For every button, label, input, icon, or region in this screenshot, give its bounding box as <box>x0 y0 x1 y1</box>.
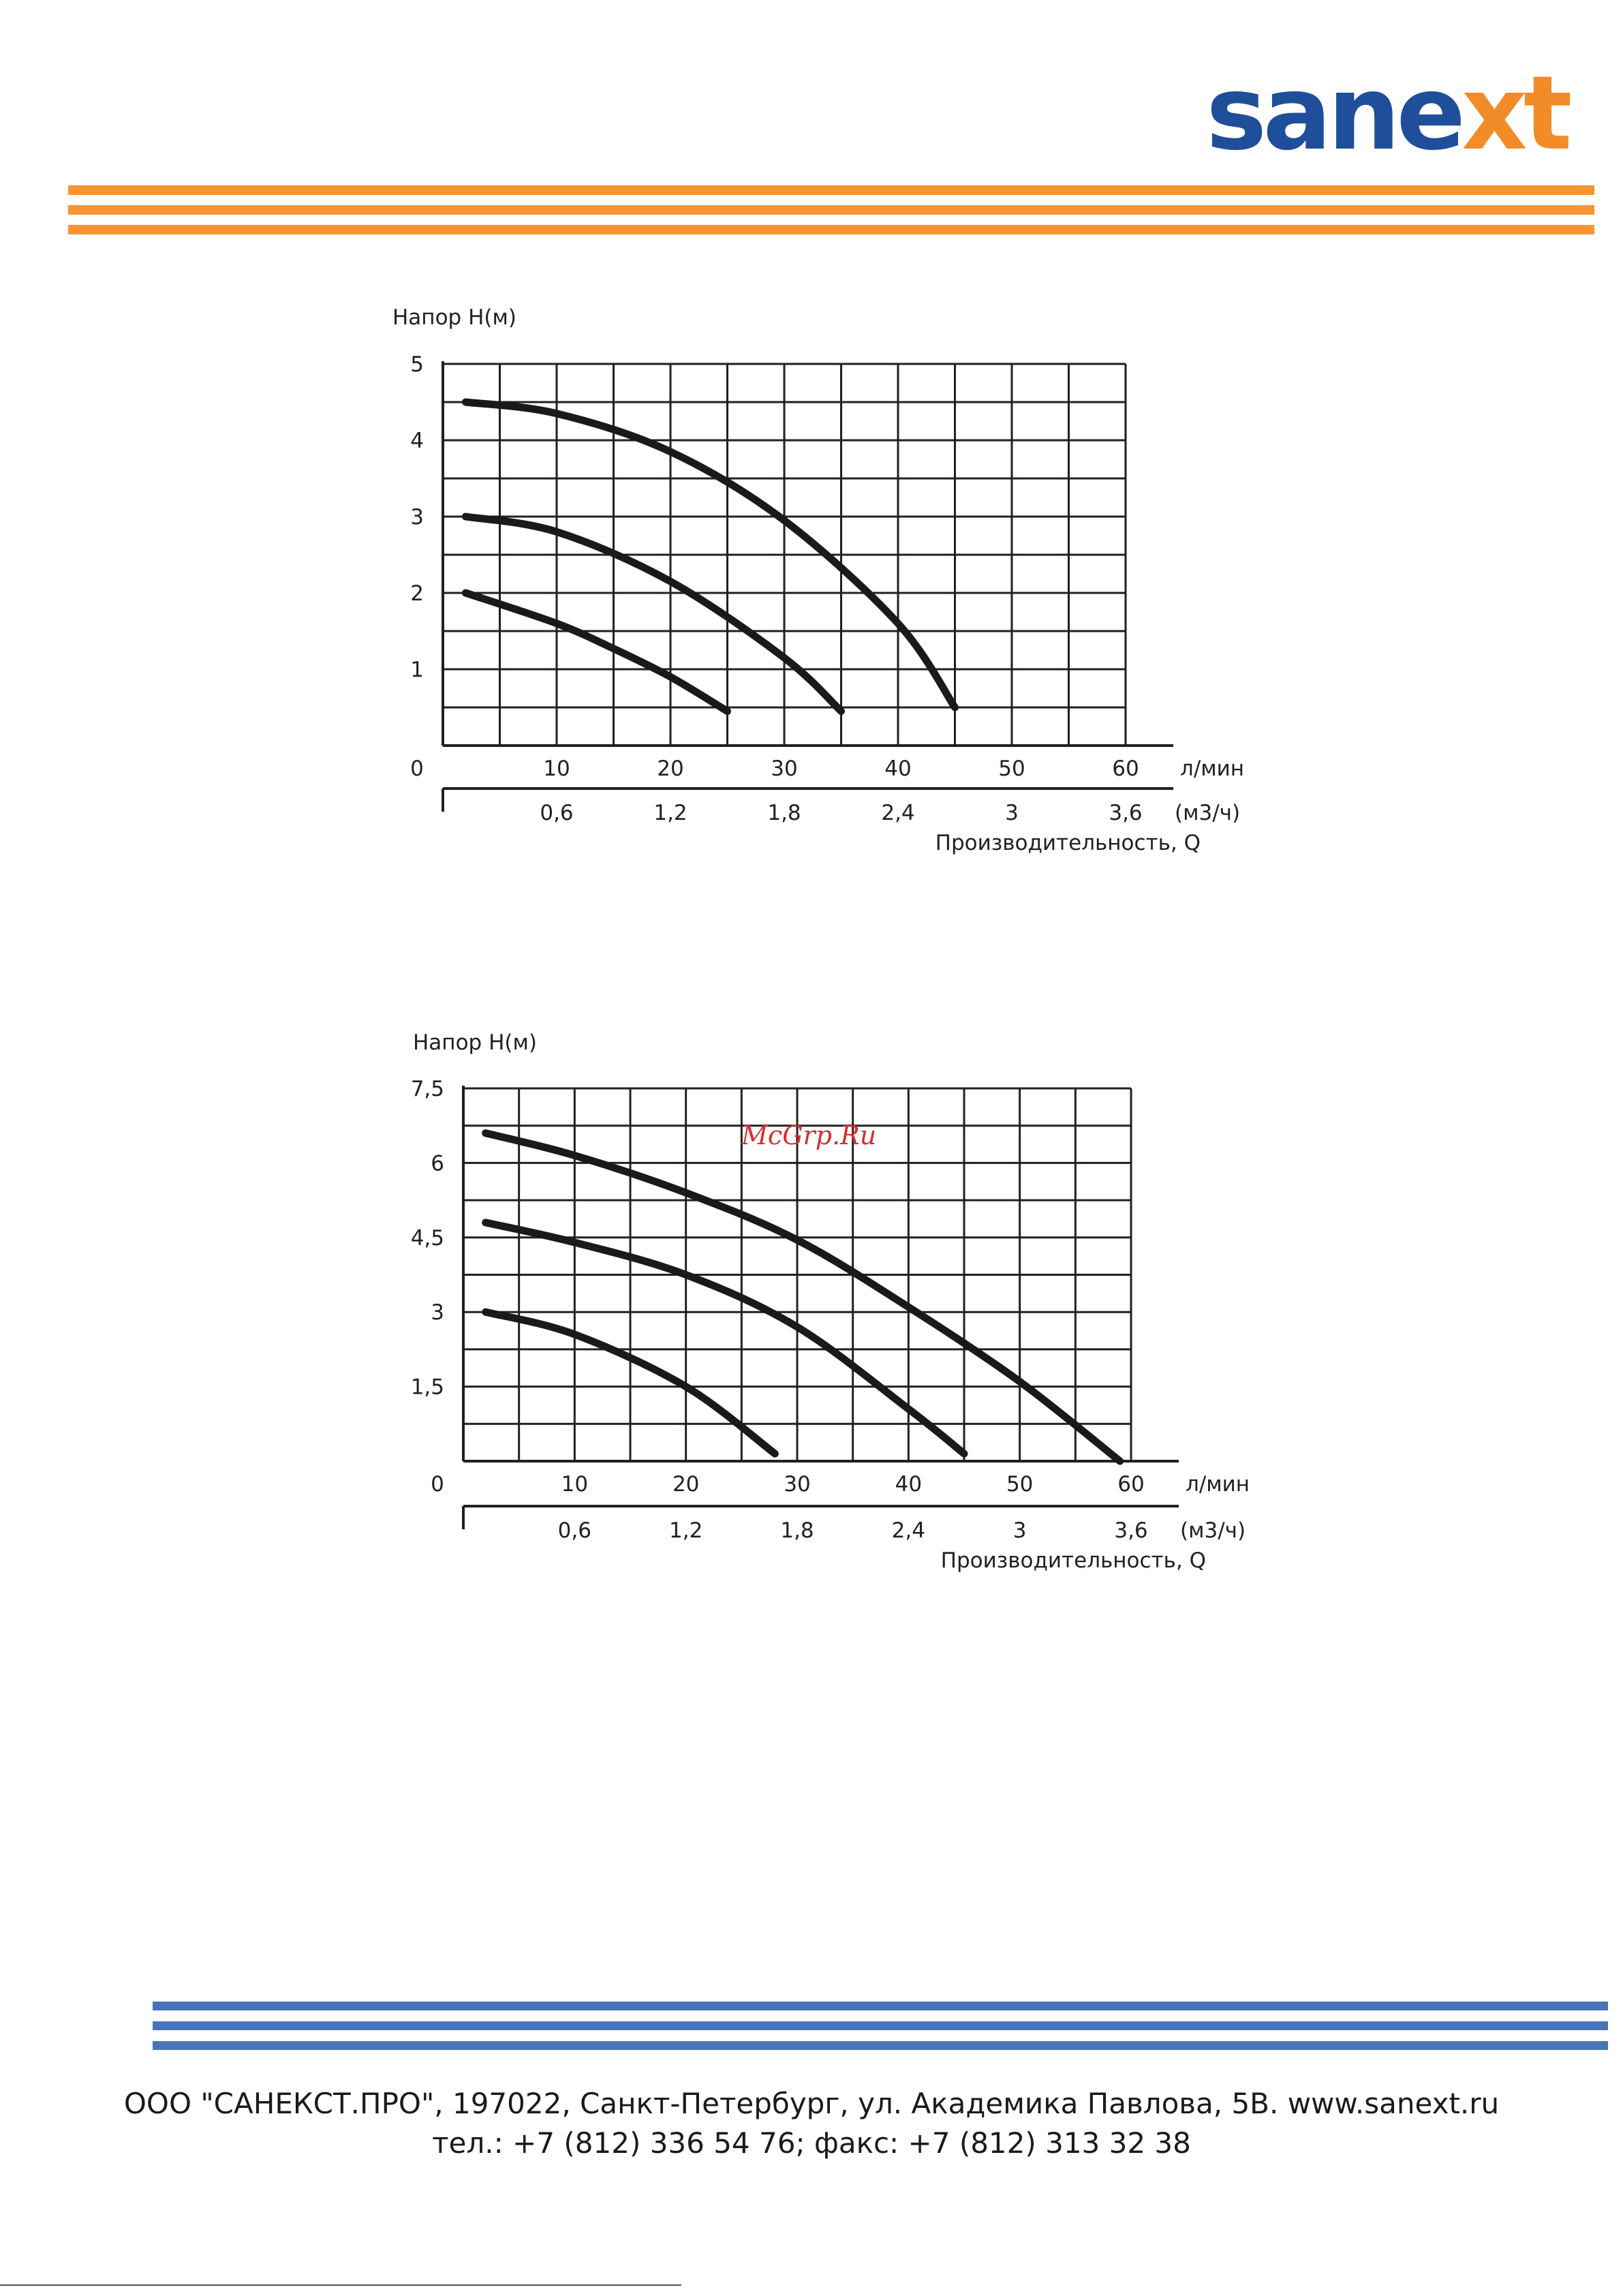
pump-curve <box>482 1219 968 1458</box>
x-tick-label: 10 <box>543 756 570 781</box>
x2-tick-label: 2,4 <box>881 801 914 825</box>
x-tick-label: 40 <box>895 1472 922 1497</box>
y-tick-label: 3 <box>410 505 424 530</box>
x-tick-label: 0 <box>431 1472 444 1497</box>
x2-tick-label: 1,2 <box>653 801 687 825</box>
x-tick-label: 30 <box>771 756 797 781</box>
x-axis-label: Производительность, Q <box>936 831 1201 855</box>
y-tick-label: 5 <box>410 352 424 377</box>
stripe <box>68 205 1594 215</box>
x2-tick-label: 0,6 <box>540 801 573 825</box>
x-tick-label: 50 <box>998 756 1025 781</box>
pump-curve <box>482 1129 1124 1465</box>
pump-curve <box>461 398 959 711</box>
y-tick-label: 1,5 <box>411 1375 444 1400</box>
logo-text-accent: xt <box>1462 55 1572 173</box>
pump-curve <box>482 1308 779 1458</box>
x-tick-label: 50 <box>1006 1472 1033 1497</box>
x-axis-label: Производительность, Q <box>941 1548 1206 1573</box>
stripe <box>68 185 1594 195</box>
x-tick-label: 30 <box>784 1472 810 1497</box>
x2-tick-label: 3,6 <box>1114 1518 1147 1543</box>
x-tick-label: 10 <box>561 1472 588 1497</box>
y-axis-label: Напор Н(м) <box>392 305 516 330</box>
x2-tick-label: 3 <box>1013 1518 1027 1543</box>
y-tick-label: 4 <box>410 429 424 453</box>
x-axis-unit: л/мин <box>1180 756 1244 781</box>
x2-axis-unit: (м3/ч) <box>1180 1518 1246 1543</box>
x-tick-label: 20 <box>673 1472 699 1497</box>
pump-curve <box>461 512 845 716</box>
x-tick-label: 60 <box>1112 756 1139 781</box>
x2-tick-label: 0,6 <box>558 1518 591 1543</box>
stripe <box>153 2002 1608 2010</box>
watermark: McGrp.Ru <box>741 1120 877 1150</box>
y-tick-label: 4,5 <box>411 1226 444 1251</box>
footer-address: ООО "САНЕКСТ.ПРО", 197022, Санкт-Петербу… <box>123 2087 1500 2120</box>
x-axis-unit: л/мин <box>1186 1472 1250 1497</box>
y-tick-label: 3 <box>431 1300 444 1325</box>
x2-tick-label: 3,6 <box>1109 801 1142 825</box>
stripe <box>68 225 1594 234</box>
y-tick-label: 2 <box>410 581 424 606</box>
y-tick-label: 1 <box>410 658 424 682</box>
sanext-logo: sanext <box>1206 63 1573 165</box>
stripe <box>153 2041 1608 2050</box>
x2-axis-unit: (м3/ч) <box>1175 801 1240 825</box>
x2-tick-label: 3 <box>1005 801 1019 825</box>
y-tick-label: 7,5 <box>411 1077 444 1101</box>
x2-tick-label: 1,8 <box>780 1518 814 1543</box>
y-tick-label: 6 <box>431 1151 444 1176</box>
footer-blue-stripes <box>153 2002 1608 2051</box>
x2-tick-label: 1,2 <box>669 1518 702 1543</box>
x-tick-label: 20 <box>657 756 683 781</box>
x-tick-label: 60 <box>1117 1472 1144 1497</box>
x-tick-label: 40 <box>884 756 911 781</box>
pump-curve <box>461 589 731 716</box>
stripe <box>153 2021 1608 2030</box>
header-orange-stripes <box>68 185 1594 234</box>
y-axis-label: Напор Н(м) <box>413 1030 537 1055</box>
logo-text-main: sane <box>1206 55 1466 173</box>
bottom-rule <box>0 2284 681 2286</box>
x2-tick-label: 1,8 <box>767 801 801 825</box>
footer-contacts: тел.: +7 (812) 336 54 76; факс: +7 (812)… <box>432 2126 1191 2160</box>
x2-tick-label: 2,4 <box>892 1518 925 1543</box>
x-tick-label: 0 <box>410 756 424 781</box>
